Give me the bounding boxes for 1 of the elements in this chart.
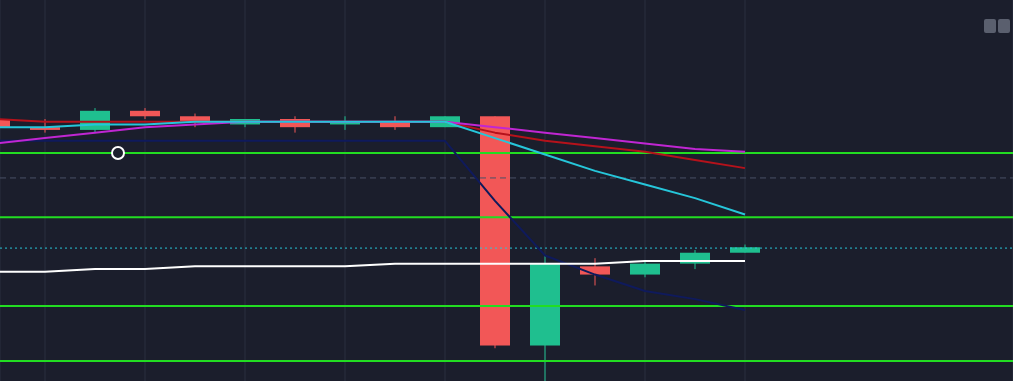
candlestick [130, 107, 160, 120]
